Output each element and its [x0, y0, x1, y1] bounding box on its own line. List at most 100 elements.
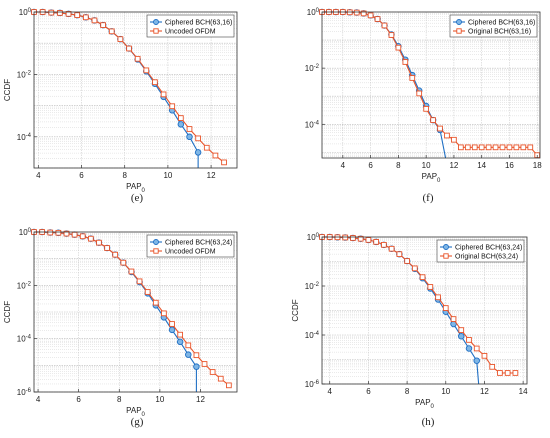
- data-point: [435, 294, 441, 301]
- data-point: [457, 332, 465, 340]
- data-point: [120, 259, 127, 266]
- data-point: [74, 12, 81, 18]
- data-point: [527, 144, 534, 151]
- y-tick-label: 10-4: [17, 335, 32, 344]
- data-point: [430, 117, 436, 123]
- data-point: [134, 55, 141, 62]
- legend: Ciphered BCH(63,16) Uncoded OFDM: [146, 14, 235, 38]
- legend-marker: [443, 253, 449, 259]
- data-point: [71, 231, 78, 238]
- data-point: [161, 310, 167, 317]
- x-tick-label: 4: [36, 171, 41, 180]
- y-tick-label: 100: [307, 233, 320, 242]
- data-point: [499, 144, 506, 151]
- data-point: [55, 229, 62, 236]
- data-point: [497, 370, 503, 376]
- data-point: [473, 345, 480, 352]
- data-point: [194, 149, 202, 156]
- x-tick-label: 4: [36, 395, 41, 404]
- data-point: [193, 352, 200, 359]
- y-tick-label: 10-2: [17, 70, 32, 79]
- data-point: [104, 245, 110, 251]
- x-tick-label: 8: [396, 161, 401, 170]
- data-point: [395, 44, 402, 51]
- x-tick-label: 12: [207, 171, 216, 180]
- series-drop-line: [476, 360, 480, 385]
- data-point: [342, 234, 349, 241]
- x-tick-label: 4: [328, 387, 333, 396]
- data-point: [416, 90, 423, 97]
- data-point: [203, 144, 210, 151]
- legend-entry: Uncoded OFDM: [165, 249, 216, 256]
- data-point: [381, 241, 387, 248]
- legend-marker: [153, 248, 159, 254]
- data-point: [178, 115, 184, 121]
- legend-entry: Original BCH(63,24): [455, 254, 518, 261]
- y-tick-label: 10-4: [305, 331, 320, 340]
- data-point: [186, 126, 193, 132]
- data-point: [473, 357, 480, 364]
- data-point: [437, 125, 443, 132]
- legend-box: [449, 14, 538, 38]
- data-point: [201, 361, 208, 367]
- data-point: [143, 67, 150, 74]
- data-point: [160, 91, 167, 98]
- y-tick-label: 10-6: [305, 380, 320, 389]
- legend: Ciphered BCH(63,24) Original BCH(63,24): [436, 239, 525, 263]
- data-point: [357, 235, 364, 242]
- chart-panel: 4 6 8 10 12 100 10-2 10-4 10-6 PAP0 CCDF Ciphered B…: [3, 228, 238, 418]
- y-tick-label: 10-6: [17, 388, 32, 397]
- x-tick-label: 12: [196, 395, 205, 404]
- data-point: [442, 305, 449, 311]
- data-point: [176, 338, 184, 346]
- x-tick-label: 6: [368, 161, 373, 170]
- x-tick-label: 14: [477, 161, 486, 170]
- data-point: [513, 144, 520, 151]
- legend-entry: Original BCH(63,16): [468, 29, 531, 36]
- data-point: [411, 265, 418, 272]
- data-point: [466, 337, 472, 343]
- data-point: [423, 106, 429, 112]
- data-point: [427, 284, 434, 290]
- x-tick-label: 16: [505, 161, 514, 170]
- x-tick-label: 10: [422, 161, 431, 170]
- legend-marker: [153, 28, 159, 34]
- x-tick-label: 10: [155, 395, 164, 404]
- data-point: [221, 159, 227, 166]
- data-point: [91, 17, 98, 24]
- data-point: [512, 370, 519, 376]
- data-point: [506, 144, 513, 151]
- data-point: [409, 75, 416, 81]
- data-point: [144, 289, 151, 295]
- data-point: [87, 235, 94, 242]
- legend-box: [146, 14, 235, 38]
- chart-panel: 4 6 8 10 12 100 10-2 10-4 PAP0 CCDF Ciphered BCH(6…: [3, 8, 238, 194]
- x-tick-label: 6: [76, 395, 81, 404]
- data-point: [112, 251, 119, 258]
- data-point: [209, 369, 216, 375]
- data-point: [367, 12, 374, 19]
- legend-entry: Ciphered BCH(63,24): [165, 240, 232, 247]
- data-point: [404, 258, 410, 264]
- data-point: [485, 144, 492, 151]
- data-point: [504, 370, 511, 376]
- data-point: [177, 331, 184, 338]
- data-point: [444, 132, 450, 139]
- x-axis-label: PAP0: [415, 398, 434, 410]
- caption-g: (g): [131, 416, 144, 428]
- y-axis-label: CCDF: [291, 299, 300, 321]
- legend-box: [436, 239, 525, 263]
- legend-box: [146, 234, 235, 258]
- data-point: [195, 135, 201, 142]
- data-point: [396, 251, 403, 258]
- caption-e: (e): [131, 192, 144, 204]
- x-axis-label: PAP0: [422, 172, 441, 184]
- y-tick-label: 10-4: [305, 120, 320, 129]
- data-point: [520, 144, 527, 151]
- x-tick-label: 14: [519, 387, 528, 396]
- y-axis-label: CCDF: [3, 301, 12, 323]
- data-point: [128, 268, 135, 275]
- x-tick-label: 10: [163, 171, 172, 180]
- x-tick-label: 8: [405, 387, 410, 396]
- data-point: [458, 144, 464, 151]
